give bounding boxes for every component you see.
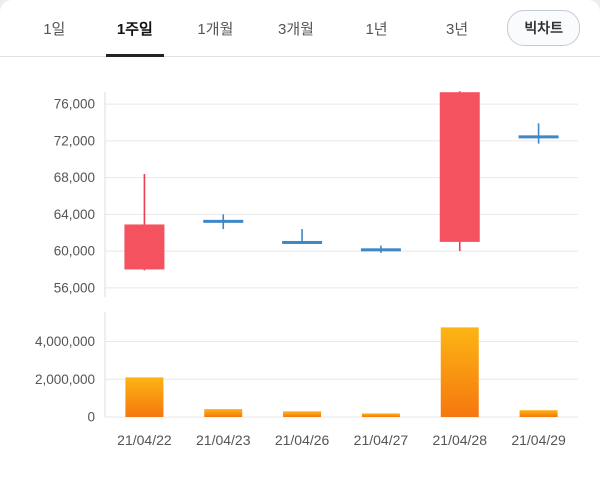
volume-bar-2 xyxy=(283,411,322,417)
volume-bar-0 xyxy=(125,377,164,417)
tab-label: 1년 xyxy=(365,20,388,38)
date-label-0: 21/04/22 xyxy=(117,432,172,448)
volume-bar-3 xyxy=(361,413,400,417)
date-label-5: 21/04/29 xyxy=(511,432,566,448)
price-ytick-label: 76,000 xyxy=(54,97,95,112)
date-label-1: 21/04/23 xyxy=(196,432,251,448)
candle-body-1 xyxy=(203,219,244,223)
volume-bar-4 xyxy=(440,327,479,417)
tab-3month[interactable]: 3개월 xyxy=(256,0,337,56)
period-tabbar: 1일 1주일 1개월 3개월 1년 3년 빅차트 xyxy=(0,0,600,57)
volume-ytick-label: 4,000,000 xyxy=(35,334,95,349)
tab-label: 3년 xyxy=(446,20,469,38)
tab-1day[interactable]: 1일 xyxy=(14,0,95,56)
date-label-4: 21/04/28 xyxy=(433,432,488,448)
date-label-2: 21/04/26 xyxy=(275,432,330,448)
price-ytick-label: 72,000 xyxy=(54,133,95,148)
tab-1week[interactable]: 1주일 xyxy=(95,0,176,56)
volume-ytick-label: 2,000,000 xyxy=(35,372,95,387)
tab-1month[interactable]: 1개월 xyxy=(175,0,256,56)
tab-label: 1개월 xyxy=(197,20,234,38)
candle-body-0 xyxy=(124,224,165,270)
candle-body-2 xyxy=(282,240,323,244)
price-volume-chart: 56,000 60,000 64,000 68,000 72,000 76,000 0 2,0… xyxy=(35,91,578,448)
volume-bar-1 xyxy=(204,409,243,417)
tab-label: 1주일 xyxy=(116,20,153,38)
chart-area: 56,000 60,000 64,000 68,000 72,000 76,000 0 2,0… xyxy=(0,57,600,477)
price-ytick-label: 56,000 xyxy=(54,280,95,295)
tab-3year[interactable]: 3년 xyxy=(417,0,498,56)
price-ytick-label: 68,000 xyxy=(54,170,95,185)
date-label-3: 21/04/27 xyxy=(354,432,409,448)
tab-label: 3개월 xyxy=(277,20,314,38)
tab-1year[interactable]: 1년 xyxy=(336,0,417,56)
tab-label: 1일 xyxy=(43,20,66,38)
price-ytick-label: 64,000 xyxy=(54,207,95,222)
candle-body-3 xyxy=(360,248,401,252)
big-chart-button[interactable]: 빅차트 xyxy=(507,10,581,46)
price-ytick-label: 60,000 xyxy=(54,244,95,259)
volume-ytick-label: 0 xyxy=(87,410,95,425)
candle-body-4 xyxy=(439,92,480,242)
candle-body-5 xyxy=(518,135,559,139)
volume-bar-5 xyxy=(519,410,558,417)
